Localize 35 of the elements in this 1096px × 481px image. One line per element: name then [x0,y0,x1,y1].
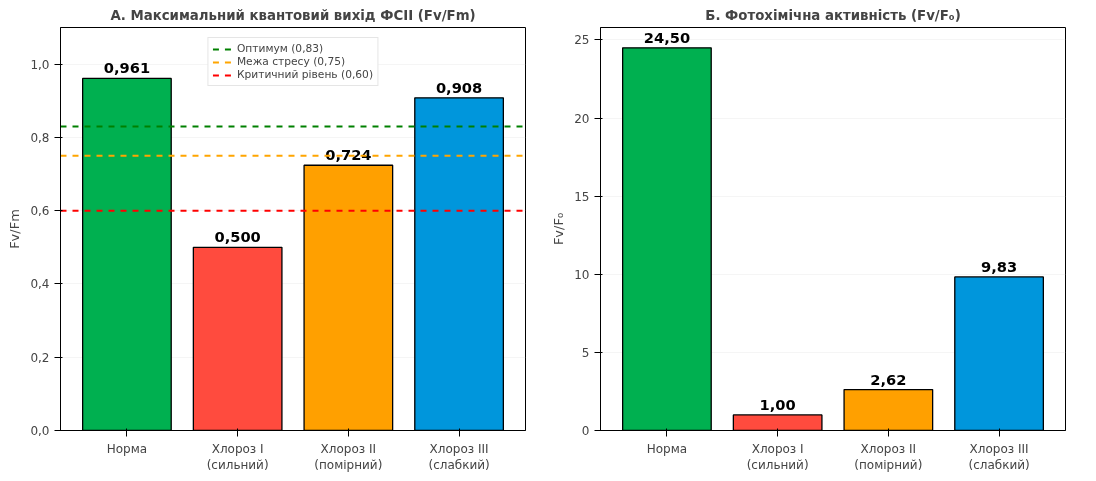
y-tick-label: 10 [574,267,590,282]
y-tick-label: 25 [574,33,590,48]
data-label: 2,62 [870,370,907,388]
y-tick-label: 0,4 [30,277,50,292]
data-label: 24,50 [643,28,691,46]
x-tick-label: Хлороз II (помірний) [854,441,923,473]
legend-label: Оптимум (0,83) [236,42,324,55]
y-tick-label: 0,2 [30,350,50,365]
x-tick-label: Норма [646,441,688,456]
y-tick-label: 0,6 [30,204,50,219]
y-tick-label: 0,8 [30,130,50,145]
x-tick-label: Хлороз III (слабкий) [968,441,1030,473]
legend-label: Межа стресу (0,75) [236,55,346,68]
y-tick-label: 5 [581,345,590,360]
y-tick-label: 15 [574,189,590,204]
data-label: 0,961 [103,59,151,77]
y-tick-label: 1,0 [30,57,50,72]
data-label: 9,83 [980,257,1018,275]
data-label: 0,908 [435,78,483,96]
y-axis-title: Fv/Fm [7,209,23,249]
x-tick-label: Хлороз I (сильний) [746,441,809,473]
y-axis-title: Fv/F₀ [551,212,567,246]
y-tick-label: 0 [581,424,590,438]
y-tick-label: 20 [574,111,590,126]
chart-title: Б. Фотохімічна активність (Fv/F₀) [705,7,961,23]
legend-label: Критичний рівень (0,60) [236,68,374,81]
data-label: 1,00 [759,395,796,413]
x-tick-label: Норма [106,441,148,456]
data-label: 0,724 [325,146,372,164]
x-tick-label: Хлороз I (сильний) [206,441,269,473]
chart-title: А. Максимальний квантовий вихід ФСII (Fv/Fm) [110,7,476,23]
x-tick-label: Хлороз III (слабкий) [428,441,490,473]
y-tick-label: 0,0 [30,424,50,438]
x-tick-label: Хлороз II (помірний) [314,441,383,473]
data-label: 0,500 [214,228,261,246]
